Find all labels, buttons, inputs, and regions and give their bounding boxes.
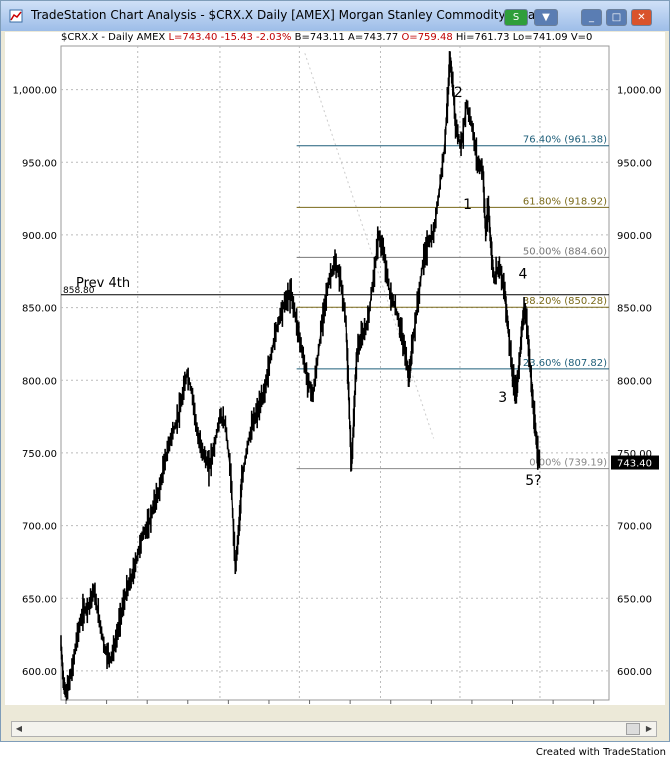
status-last: L=743.40 bbox=[168, 32, 218, 43]
wave-label: 3 bbox=[498, 390, 507, 406]
prev4th-label: Prev 4th bbox=[76, 276, 130, 291]
fib-level-label: 0.00% (739.19) bbox=[529, 458, 607, 469]
status-change: -15.43 bbox=[220, 32, 253, 43]
status-symbol: $CRX.X - Daily AMEX bbox=[61, 32, 166, 43]
y-tick-label-left: 750.00 bbox=[22, 449, 57, 460]
y-tick-label-right: 750.00 bbox=[617, 449, 652, 460]
scroll-thumb[interactable] bbox=[626, 723, 640, 735]
y-tick-label-right: 800.00 bbox=[617, 376, 652, 387]
y-tick-label-left: 700.00 bbox=[22, 522, 57, 533]
last-price-label: 743.40 bbox=[617, 459, 652, 470]
title-bar[interactable]: TradeStation Chart Analysis - $CRX.X Dai… bbox=[1, 1, 669, 31]
wave-label: 1 bbox=[463, 197, 472, 213]
wave-label: 4 bbox=[519, 267, 528, 283]
scroll-left-icon[interactable]: ◀ bbox=[15, 724, 23, 733]
status-volume: V=0 bbox=[570, 32, 593, 43]
prev4th-value-label: 858.80 bbox=[63, 286, 95, 296]
window-title: TradeStation Chart Analysis - $CRX.X Dai… bbox=[31, 8, 540, 22]
chart-area[interactable]: 600.00 600.00 650.00 650.00 700.00 700.00 750.… bbox=[5, 32, 665, 722]
close-button[interactable]: ✕ bbox=[631, 9, 652, 26]
status-line: $CRX.X - Daily AMEX L=743.40 -15.43 -2.0… bbox=[61, 32, 592, 43]
fib-level-label: 50.00% (884.60) bbox=[523, 246, 607, 257]
y-tick-label-left: 800.00 bbox=[22, 376, 57, 387]
y-tick-label-left: 1,000.00 bbox=[12, 86, 57, 97]
y-tick-label-right: 850.00 bbox=[617, 304, 652, 315]
chart-window: TradeStation Chart Analysis - $CRX.X Dai… bbox=[0, 0, 670, 742]
status-ask: A=743.77 bbox=[348, 32, 399, 43]
status-low: Lo=741.09 bbox=[512, 32, 568, 43]
fib-level-label: 61.80% (918.92) bbox=[523, 196, 607, 207]
minimize-button[interactable]: _ bbox=[581, 9, 602, 26]
last-price-box bbox=[611, 455, 659, 470]
horizontal-scrollbar[interactable]: ◀ ▶ bbox=[11, 721, 657, 737]
wave-label: 2 bbox=[454, 85, 463, 101]
y-tick-label-right: 600.00 bbox=[617, 667, 652, 678]
status-pct: -2.03% bbox=[256, 32, 292, 43]
fib-level-label: 38.20% (850.28) bbox=[523, 296, 607, 307]
y-tick-label-right: 700.00 bbox=[617, 522, 652, 533]
fib-level-label: 23.60% (807.82) bbox=[523, 358, 607, 369]
y-tick-label-left: 900.00 bbox=[22, 231, 57, 242]
price-chart[interactable]: 600.00 600.00 650.00 650.00 700.00 700.00 750.… bbox=[5, 32, 665, 722]
y-tick-label-left: 600.00 bbox=[22, 667, 57, 678]
status-bid: B=743.11 bbox=[294, 32, 345, 43]
credit-text: Created with TradeStation bbox=[535, 747, 666, 758]
wave-label: 5? bbox=[525, 473, 541, 489]
strategy-s-button[interactable]: S bbox=[504, 9, 528, 26]
y-tick-label-right: 950.00 bbox=[617, 158, 652, 169]
maximize-button[interactable]: □ bbox=[606, 9, 627, 26]
y-tick-label-right: 900.00 bbox=[617, 231, 652, 242]
y-tick-label-left: 850.00 bbox=[22, 304, 57, 315]
tradestation-logo-icon bbox=[9, 9, 23, 23]
scroll-right-icon[interactable]: ▶ bbox=[645, 724, 653, 733]
y-tick-label-right: 650.00 bbox=[617, 594, 652, 605]
status-high: Hi=761.73 bbox=[455, 32, 510, 43]
status-open: O=759.48 bbox=[401, 32, 453, 43]
menu-dropdown-button[interactable]: ▼ bbox=[534, 9, 558, 26]
y-tick-label-left: 650.00 bbox=[22, 594, 57, 605]
price-line bbox=[60, 60, 540, 695]
fib-level-label: 76.40% (961.38) bbox=[523, 135, 607, 146]
y-tick-label-left: 950.00 bbox=[22, 158, 57, 169]
y-tick-label-right: 1,000.00 bbox=[617, 86, 662, 97]
